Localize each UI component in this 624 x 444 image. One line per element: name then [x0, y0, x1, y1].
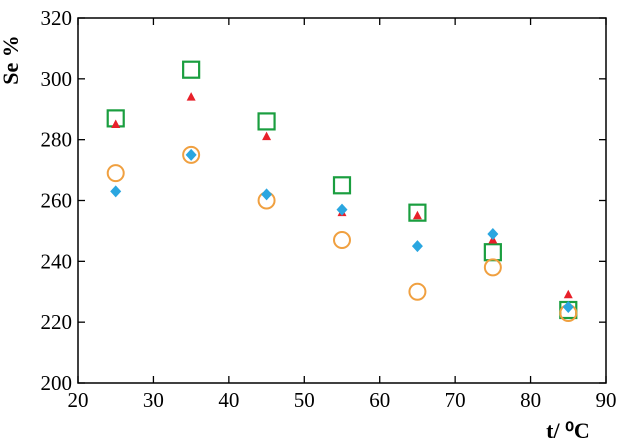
data-point-diamond — [336, 203, 348, 216]
x-axis-title: t/ ⁰C — [546, 418, 590, 443]
data-point-diamond — [185, 148, 197, 161]
data-point-square — [182, 60, 201, 79]
data-point-circle — [182, 145, 201, 164]
x-tick-label: 70 — [445, 388, 466, 412]
data-point-circle — [483, 258, 502, 277]
data-point-circle — [333, 231, 351, 250]
plot-border — [77, 17, 607, 384]
data-point-square — [483, 243, 502, 262]
y-tick-label: 280 — [41, 128, 73, 152]
y-tick-label: 300 — [41, 67, 73, 91]
x-tick-label: 20 — [68, 388, 89, 412]
x-tick-label: 80 — [520, 388, 541, 412]
y-axis-title: Se % — [0, 35, 23, 85]
data-point-triangle — [412, 210, 422, 220]
data-point-diamond — [110, 185, 122, 198]
data-point-square — [257, 112, 276, 131]
series-open-circle — [106, 145, 578, 323]
data-point-diamond — [261, 188, 273, 201]
y-tick-label: 320 — [41, 6, 73, 30]
series-filled-triangle — [111, 92, 573, 299]
series-filled-diamond — [110, 148, 574, 313]
x-tick-label: 60 — [369, 388, 390, 412]
plot-frame — [77, 17, 607, 384]
data-marks — [106, 60, 578, 323]
y-tick-label: 260 — [41, 189, 73, 213]
data-point-diamond — [562, 300, 574, 313]
x-tick-label: 30 — [143, 388, 164, 412]
data-point-square — [332, 176, 352, 195]
x-tick-label: 50 — [294, 388, 315, 412]
data-point-diamond — [411, 240, 423, 253]
axis-ticks: 20 30 40 50 60 70 80 90 200 220 240 260 280 300 320 — [41, 6, 617, 412]
series-open-square — [106, 60, 578, 320]
y-tick-label: 220 — [41, 310, 73, 334]
y-tick-label: 200 — [41, 371, 73, 395]
data-point-square — [408, 203, 427, 222]
y-tick-label: 240 — [41, 249, 73, 273]
data-point-diamond — [487, 227, 499, 240]
data-point-triangle — [262, 131, 272, 141]
data-point-triangle — [563, 289, 573, 299]
data-point-circle — [106, 164, 125, 183]
x-tick-label: 40 — [218, 388, 239, 412]
data-point-triangle — [186, 92, 196, 101]
data-point-triangle — [111, 119, 121, 128]
x-tick-label: 90 — [596, 388, 617, 412]
data-point-circle — [408, 282, 427, 301]
